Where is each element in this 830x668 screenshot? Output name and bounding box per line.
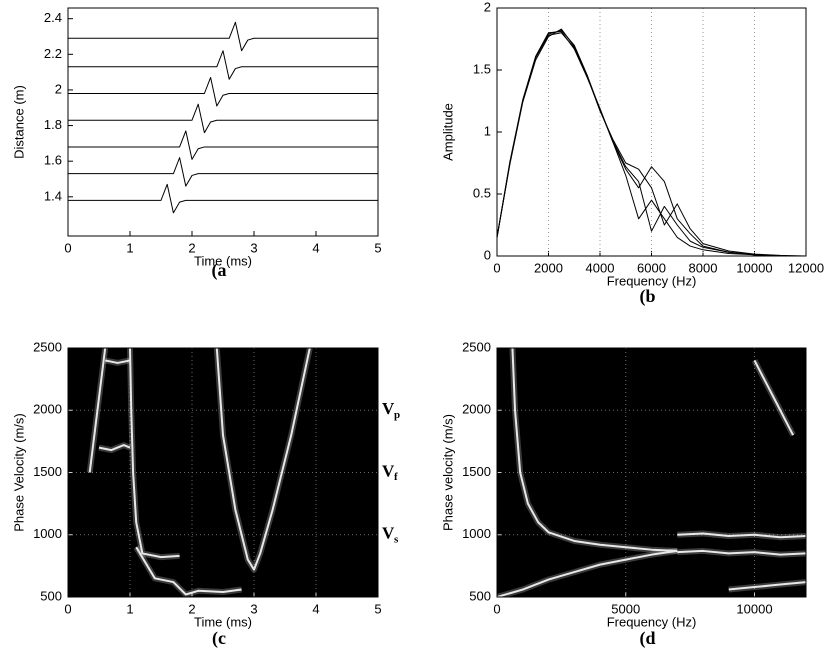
- y-axis-label: Phase Velocity (m/s): [11, 413, 26, 532]
- y-tick-label: 1500: [33, 464, 62, 479]
- y-axis-label: Distance (m): [11, 85, 26, 159]
- annotation-subscript: f: [394, 471, 398, 483]
- x-tick-label: 2: [188, 240, 195, 255]
- panel: 0 5000 10000 500 1000 1500 2000 2500 Frequency (…: [440, 339, 807, 649]
- y-tick-label: 2: [484, 0, 491, 14]
- x-tick-label: 4000: [586, 260, 615, 275]
- series-line: [68, 183, 378, 214]
- x-tick-label: 5: [374, 601, 381, 616]
- plot-frame: [496, 347, 807, 598]
- x-axis-label: Time (ms): [194, 614, 252, 629]
- x-tick-label: 0: [64, 601, 71, 616]
- annotation: V: [382, 524, 395, 543]
- x-axis-label: Time (ms): [194, 253, 252, 268]
- series-line: [677, 549, 806, 556]
- series-line: [129, 348, 180, 559]
- y-tick-label: 2000: [33, 402, 62, 417]
- y-tick-label: 2000: [462, 402, 491, 417]
- annotation-subscript: s: [394, 533, 399, 545]
- x-tick-label: 0: [64, 240, 71, 255]
- x-tick-label: 4: [312, 240, 319, 255]
- x-axis-label: Frequency (Hz): [607, 273, 697, 288]
- y-tick-label: 2500: [33, 339, 62, 354]
- x-tick-label: 12000: [788, 260, 824, 275]
- annotation: V: [382, 461, 395, 480]
- x-tick-label: 3: [250, 601, 257, 616]
- series-line: [677, 532, 806, 539]
- y-tick-label: 1.8: [44, 117, 62, 132]
- series-line: [135, 546, 242, 596]
- y-tick-label: 1000: [33, 526, 62, 541]
- y-tick-label: 0: [484, 247, 491, 262]
- x-axis-label: Frequency (Hz): [607, 614, 697, 629]
- plot-background: [68, 348, 378, 597]
- panel: 0 1 2 3 4 5 500 1000 1500 2000 2500 Time (ms) Phase …: [11, 339, 400, 649]
- x-tick-label: 10000: [736, 260, 772, 275]
- x-tick-label: 3: [250, 240, 257, 255]
- y-tick-label: 1500: [462, 464, 491, 479]
- y-tick-label: 1.6: [44, 153, 62, 168]
- panel-caption: (b: [639, 286, 655, 307]
- y-tick-label: 2: [55, 81, 62, 96]
- y-tick-label: 2.2: [44, 46, 62, 61]
- x-tick-label: 10000: [736, 601, 772, 616]
- x-tick-label: 8000: [689, 260, 718, 275]
- plot-frame: [67, 7, 379, 237]
- panel: 0 2000 4000 6000 8000 10000 12000 0 0.5 1 1.5 2 Freq…: [440, 0, 824, 307]
- annotation: V: [382, 399, 395, 418]
- y-tick-label: 1.5: [473, 61, 491, 76]
- plot-frame: [496, 7, 807, 257]
- y-axis-label: Phase velocity (m/s): [440, 414, 455, 531]
- y-tick-label: 1.4: [44, 188, 62, 203]
- series-line: [497, 28, 806, 256]
- series-line: [68, 21, 378, 52]
- series-line: [753, 359, 795, 436]
- x-tick-label: 6000: [637, 260, 666, 275]
- series-line: [98, 444, 131, 452]
- y-tick-label: 2.4: [44, 10, 62, 25]
- x-tick-label: 0: [493, 601, 500, 616]
- x-tick-label: 4: [312, 601, 319, 616]
- x-tick-label: 1: [126, 240, 133, 255]
- x-tick-label: 2000: [534, 260, 563, 275]
- plot-background: [497, 348, 806, 597]
- series-line: [497, 31, 806, 256]
- y-tick-label: 0.5: [473, 185, 491, 200]
- series-line: [511, 348, 678, 552]
- series-line: [68, 50, 378, 80]
- series-line: [497, 549, 678, 597]
- plot-frame: [67, 347, 379, 598]
- x-tick-label: 1: [126, 601, 133, 616]
- y-tick-label: 500: [40, 588, 62, 603]
- series-line: [68, 103, 378, 134]
- x-tick-label: 5: [374, 240, 381, 255]
- panel-caption: (c: [212, 628, 226, 649]
- series-line: [728, 581, 806, 591]
- series-line: [105, 359, 131, 364]
- series-line: [68, 130, 378, 160]
- annotation-subscript: p: [394, 409, 400, 421]
- series-line: [68, 157, 378, 187]
- y-tick-label: 1000: [462, 526, 491, 541]
- y-tick-label: 2500: [462, 339, 491, 354]
- y-tick-label: 1: [484, 123, 491, 138]
- panel-caption: (d: [639, 628, 655, 649]
- y-axis-label: Amplitude: [440, 103, 455, 161]
- series-line: [88, 348, 107, 473]
- x-tick-label: 5000: [611, 601, 640, 616]
- panel: 0 1 2 3 4 5 1.4 1.6 1.8 2 2.2 2.4 Time (ms) Distance …: [11, 7, 382, 281]
- x-tick-label: 0: [493, 260, 500, 275]
- panel-caption: (a: [212, 260, 227, 281]
- x-tick-label: 2: [188, 601, 195, 616]
- plot-background: [68, 8, 378, 236]
- y-tick-label: 500: [469, 588, 491, 603]
- series-line: [68, 76, 378, 107]
- series-line: [215, 348, 311, 571]
